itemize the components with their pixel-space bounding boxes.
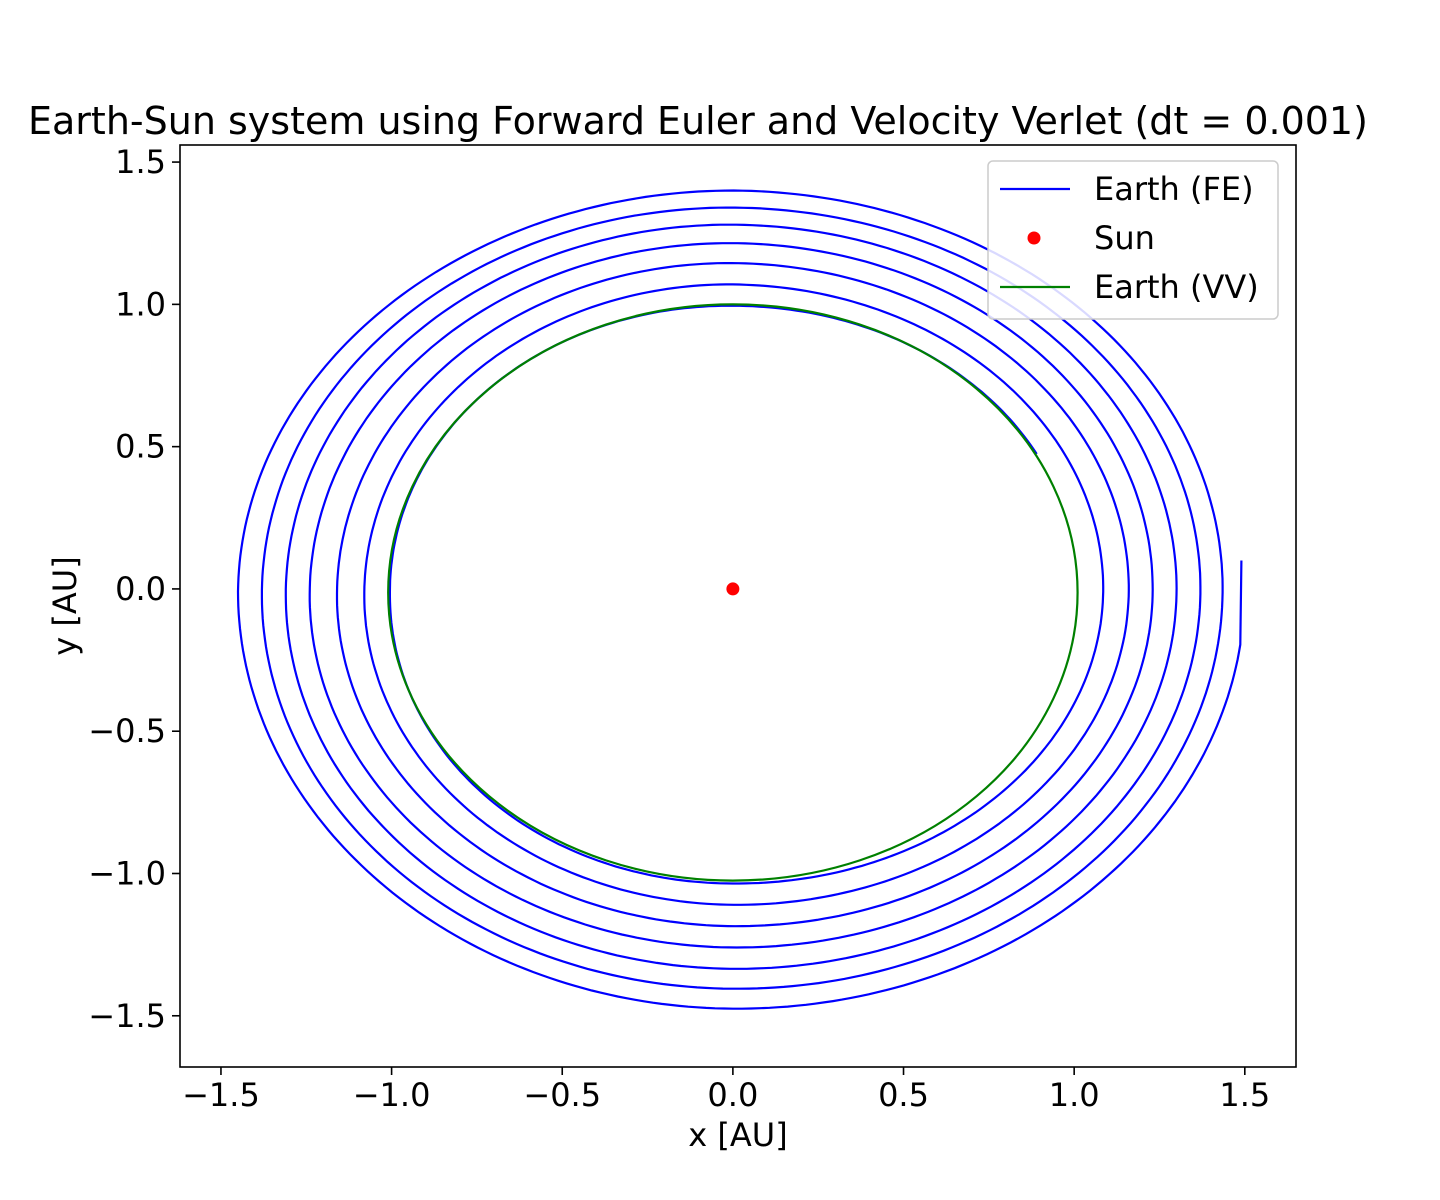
y-axis-label: y [AU] [46,556,84,655]
chart-title: Earth-Sun system using Forward Euler and… [28,99,1368,143]
x-axis: −1.5 −1.0 −0.5 0.0 0.5 1.0 1.5 [182,1067,1270,1114]
y-tick-label: −0.5 [88,712,166,750]
y-tick-label: −1.5 [88,997,166,1035]
legend: Earth (FE) Sun Earth (VV) [987,160,1279,320]
y-tick-label: 0.0 [115,570,166,608]
y-tick-label: 1.5 [115,143,166,181]
x-tick-label: 0.5 [878,1076,929,1114]
legend-box [987,160,1279,320]
x-axis-label: x [AU] [688,1116,787,1154]
series-earth-vv-line [387,303,1079,882]
legend-label: Earth (VV) [1094,268,1259,306]
axes-frame [179,144,1297,1068]
legend-marker [1027,231,1041,245]
x-tick-label: −1.5 [182,1076,260,1114]
y-tick-label: −1.0 [88,854,166,892]
sun-marker [726,582,740,596]
legend-label: Earth (FE) [1094,170,1254,208]
x-tick-label: −0.5 [523,1076,601,1114]
x-tick-label: −1.0 [353,1076,431,1114]
x-tick-label: 0.0 [707,1076,758,1114]
x-tick-label: 1.5 [1219,1076,1270,1114]
y-axis: 1.5 1.0 0.5 0.0 −0.5 −1.0 −1.5 [88,143,180,1035]
y-tick-label: 1.0 [115,285,166,323]
y-tick-label: 0.5 [115,428,166,466]
x-tick-label: 1.0 [1049,1076,1100,1114]
legend-label: Sun [1094,219,1155,257]
plot-area [236,189,1243,1010]
series-earth-fe-line [236,189,1243,1010]
